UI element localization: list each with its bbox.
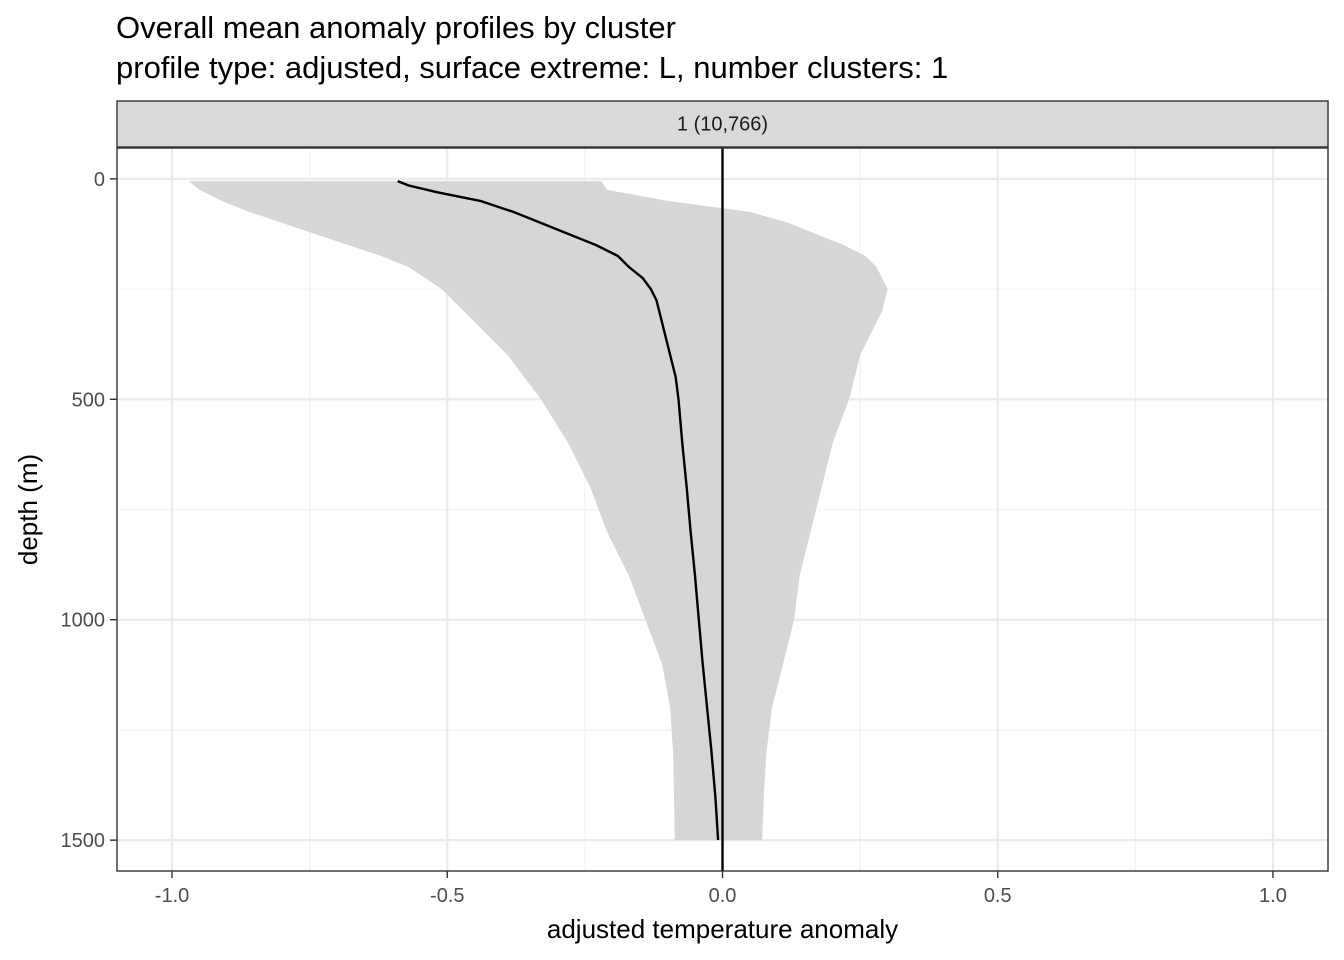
facet-strip: [116, 100, 1329, 148]
facet-strip-label: 1 (10,766): [677, 113, 768, 135]
variability-band: [188, 181, 888, 841]
x-tick-label: 1.0: [1259, 885, 1287, 907]
y-tick-label: 500: [72, 389, 105, 411]
ticks-layer: -1.0 -0.5 0.0 0.5 1.0 0 500 1000 1500: [61, 169, 1287, 907]
chart-title: Overall mean anomaly profiles by cluster: [116, 10, 676, 45]
y-axis-title: depth (m): [13, 454, 43, 565]
chart-subtitle: profile type: adjusted, surface extreme:…: [116, 50, 949, 85]
x-axis-title: adjusted temperature anomaly: [547, 914, 898, 944]
x-tick-label: 0.0: [709, 885, 737, 907]
y-tick-label: 0: [94, 169, 105, 191]
y-tick-label: 1000: [61, 610, 106, 632]
x-tick-label: -1.0: [155, 885, 189, 907]
x-tick-label: 0.5: [984, 885, 1012, 907]
x-tick-label: -0.5: [430, 885, 464, 907]
y-tick-label: 1500: [61, 830, 106, 852]
mean-profile-line: [397, 179, 720, 841]
